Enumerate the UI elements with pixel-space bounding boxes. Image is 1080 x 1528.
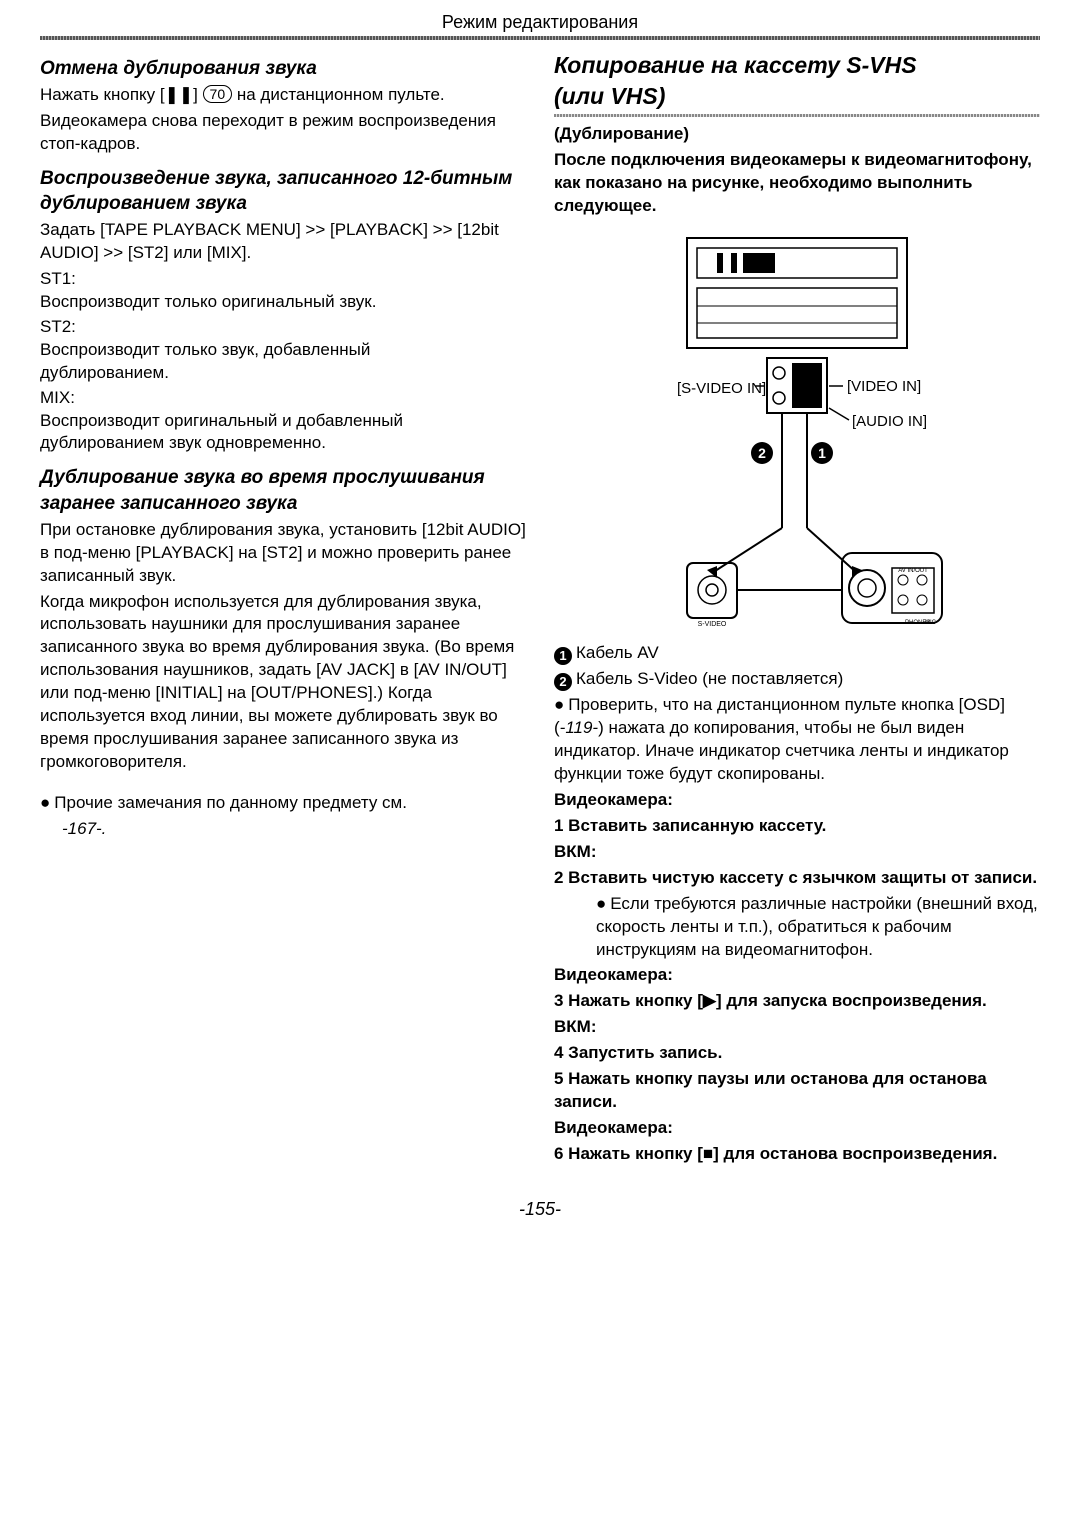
step-5: 5 Нажать кнопку паузы или останова для о… bbox=[554, 1068, 1040, 1114]
legend-1: 1Кабель AV bbox=[554, 642, 1040, 665]
right-column: Копирование на кассету S-VHS (или VHS) (… bbox=[554, 50, 1040, 1169]
step-6: 6 Нажать кнопку [■] для останова воспрои… bbox=[554, 1143, 1040, 1166]
page-header: Режим редактирования bbox=[40, 10, 1040, 34]
bullet-icon bbox=[40, 793, 54, 812]
check-note: Проверить, что на дистанционном пульте к… bbox=[554, 694, 1040, 786]
svg-text:1: 1 bbox=[818, 445, 826, 461]
video-in-label: [VIDEO IN] bbox=[847, 378, 921, 395]
main-title-2: (или VHS) bbox=[554, 81, 1040, 112]
def-st1-tag: ST1: bbox=[40, 268, 86, 291]
bullet-icon bbox=[596, 894, 610, 913]
def-st2: ST2: Воспроизводит только звук, добавлен… bbox=[40, 316, 526, 385]
note-line: Прочие замечания по данному предмету см. bbox=[40, 792, 526, 815]
page-number: -155- bbox=[40, 1197, 1040, 1221]
note-text: Прочие замечания по данному предмету см. bbox=[54, 793, 407, 812]
left-column: Отмена дублирования звука Нажать кнопку … bbox=[40, 50, 526, 1169]
vcr-label-1: ВКМ: bbox=[554, 841, 1040, 864]
cam-label-3: Видеокамера: bbox=[554, 1117, 1040, 1140]
svg-text:MIC: MIC bbox=[925, 620, 937, 626]
def-st2-body: Воспроизводит только звук, добавленный д… bbox=[40, 339, 476, 385]
listen-p2: Когда микрофон используется для дублиров… bbox=[40, 591, 526, 775]
cancel-dub-text2: Видеокамера снова переходит в режим восп… bbox=[40, 110, 526, 156]
vcr-label-2: ВКМ: bbox=[554, 1016, 1040, 1039]
step-3: 3 Нажать кнопку [▶] для запуска воспроиз… bbox=[554, 990, 1040, 1013]
listen-p1: При остановке дублирования звука, устано… bbox=[40, 519, 526, 588]
content-columns: Отмена дублирования звука Нажать кнопку … bbox=[40, 50, 1040, 1169]
sub-rule bbox=[554, 114, 1040, 117]
dubbing-label: (Дублирование) bbox=[554, 123, 1040, 146]
svg-text:S-VIDEO: S-VIDEO bbox=[698, 621, 727, 628]
def-mix-body: Воспроизводит оригинальный и добавленный… bbox=[40, 410, 476, 456]
step-2-note: Если требуются различные настройки (внеш… bbox=[554, 893, 1040, 962]
legend-2: 2Кабель S-Video (не поставляется) bbox=[554, 668, 1040, 691]
step-4: 4 Запустить запись. bbox=[554, 1042, 1040, 1065]
cam-label-1: Видеокамера: bbox=[554, 789, 1040, 812]
circled-1-icon: 1 bbox=[554, 647, 572, 665]
def-st1-body: Воспроизводит только оригинальный звук. bbox=[40, 291, 476, 314]
def-mix: MIX: Воспроизводит оригинальный и добавл… bbox=[40, 387, 526, 456]
check-b: ) нажата до копирования, чтобы не был ви… bbox=[554, 718, 1009, 783]
step-2: 2 Вставить чистую кассету с язычком защи… bbox=[554, 867, 1040, 890]
cancel-dub-text-b: на дистанционном пульте. bbox=[232, 85, 445, 104]
menu-path-text: Задать [TAPE PLAYBACK MENU] >> [PLAYBACK… bbox=[40, 219, 526, 265]
def-st2-tag: ST2: bbox=[40, 316, 86, 339]
def-st1: ST1: Воспроизводит только оригинальный з… bbox=[40, 268, 526, 314]
cancel-dub-text: Нажать кнопку [❚❚] 70 на дистанционном п… bbox=[40, 84, 526, 107]
svideo-in-label: [S-VIDEO IN] bbox=[677, 380, 766, 397]
step-1: 1 Вставить записанную кассету. bbox=[554, 815, 1040, 838]
intro-text: После подключения видеокамеры к видеомаг… bbox=[554, 149, 1040, 218]
step-2-note-text: Если требуются различные настройки (внеш… bbox=[596, 894, 1038, 959]
connection-diagram: [S-VIDEO IN] [VIDEO IN] [AUDIO IN] 2 1 bbox=[617, 228, 977, 628]
legend-2-text: Кабель S-Video (не поставляется) bbox=[576, 669, 843, 688]
legend-1-text: Кабель AV bbox=[576, 643, 659, 662]
svg-text:AV IN/OUT: AV IN/OUT bbox=[898, 568, 928, 574]
header-rule bbox=[40, 36, 1040, 40]
svg-text:2: 2 bbox=[758, 445, 766, 461]
section-12bit-title: Воспроизведение звука, записанного 12-би… bbox=[40, 166, 526, 217]
def-mix-tag: MIX: bbox=[40, 387, 86, 410]
cancel-dub-text-a: Нажать кнопку [❚❚] bbox=[40, 85, 203, 104]
section-listen-title: Дублирование звука во время прослушивани… bbox=[40, 465, 526, 516]
cam-label-2: Видеокамера: bbox=[554, 964, 1040, 987]
main-title-1: Копирование на кассету S-VHS bbox=[554, 50, 1040, 81]
section-cancel-dub-title: Отмена дублирования звука bbox=[40, 56, 526, 82]
remote-button-70: 70 bbox=[203, 85, 233, 103]
circled-2-icon: 2 bbox=[554, 673, 572, 691]
bullet-icon bbox=[554, 695, 568, 714]
note-ref: -167-. bbox=[40, 818, 526, 841]
check-ref: -119- bbox=[560, 718, 598, 737]
audio-in-label: [AUDIO IN] bbox=[852, 413, 927, 430]
